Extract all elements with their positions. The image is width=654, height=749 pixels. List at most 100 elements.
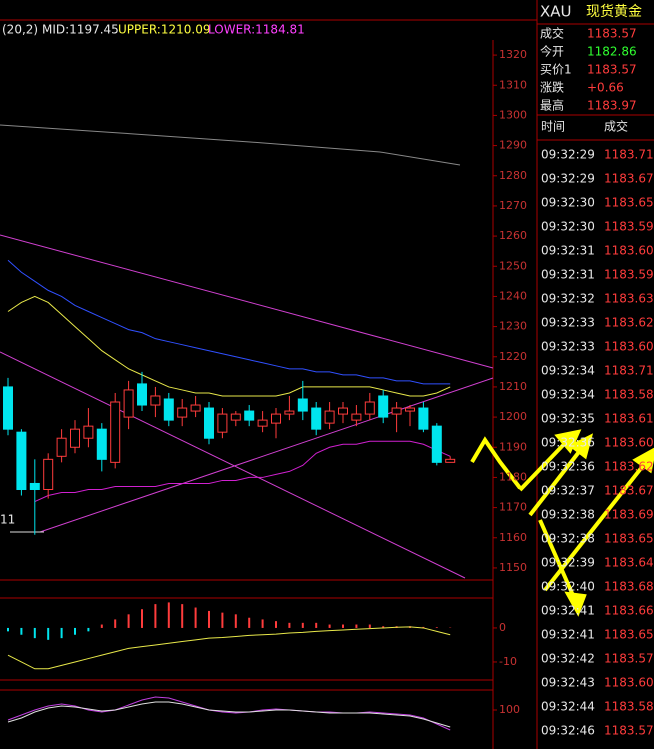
candle-body bbox=[244, 410, 255, 421]
trade-time: 09:32:32 bbox=[541, 292, 595, 306]
trade-time: 09:32:41 bbox=[541, 628, 595, 642]
candle-body bbox=[70, 428, 80, 448]
trade-time: 09:32:43 bbox=[541, 676, 595, 690]
trade-time: 09:32:38 bbox=[541, 508, 595, 522]
trade-time: 09:32:41 bbox=[541, 604, 595, 618]
y-tick-label: 1250 bbox=[499, 259, 527, 272]
trade-price: 1183.61 bbox=[604, 412, 654, 426]
candle-body bbox=[351, 413, 362, 421]
y-tick-label: 1280 bbox=[499, 169, 527, 182]
trade-time: 09:32:37 bbox=[541, 484, 595, 498]
macd-bar bbox=[234, 614, 237, 628]
macd-bar bbox=[288, 622, 291, 628]
trade-price: 1183.58 bbox=[604, 700, 654, 714]
candle-body bbox=[56, 437, 67, 457]
macd-bar bbox=[127, 614, 130, 628]
y-tick-label: 1170 bbox=[499, 501, 527, 514]
trade-time: 09:32:34 bbox=[541, 364, 595, 378]
y-tick-label: 1260 bbox=[499, 229, 527, 242]
macd-bar bbox=[74, 627, 76, 635]
y-tick-label: 1270 bbox=[499, 199, 527, 212]
macd-bar bbox=[248, 617, 251, 628]
trade-price: 1183.67 bbox=[604, 484, 654, 498]
candle-body bbox=[284, 410, 295, 415]
quote-label: 今开 bbox=[540, 44, 564, 59]
quote-label: 成交 bbox=[540, 26, 564, 41]
trade-time: 09:32:29 bbox=[541, 148, 595, 162]
y-tick-label: 1210 bbox=[499, 380, 527, 393]
trade-time: 09:32:35 bbox=[541, 412, 595, 426]
trade-time: 09:32:30 bbox=[541, 196, 595, 210]
trade-time: 09:32:33 bbox=[541, 340, 595, 354]
trade-price: 1183.65 bbox=[604, 628, 654, 642]
y-tick-label: 1290 bbox=[499, 139, 527, 152]
macd-bar bbox=[342, 624, 344, 628]
trade-time: 09:32:36 bbox=[541, 436, 595, 450]
trade-time: 09:32:34 bbox=[541, 388, 595, 402]
candle-body bbox=[311, 407, 322, 430]
macd-bar bbox=[301, 622, 304, 628]
trade-time: 09:32:30 bbox=[541, 220, 595, 234]
candle-body bbox=[83, 425, 94, 439]
y-tick-label: 1200 bbox=[499, 410, 527, 423]
indicator-line bbox=[34, 440, 451, 503]
trade-time: 09:32:42 bbox=[541, 652, 595, 666]
y-tick-label: 1320 bbox=[499, 48, 527, 61]
indicator-line bbox=[7, 701, 451, 728]
trade-time: 09:32:39 bbox=[541, 556, 595, 570]
indicator-upper: UPPER:1210.09 bbox=[118, 23, 210, 37]
macd-bar bbox=[20, 627, 23, 635]
trend-line bbox=[0, 351, 466, 579]
trade-time: 09:32:46 bbox=[541, 724, 595, 738]
indicator-line bbox=[7, 626, 451, 670]
trend-line bbox=[39, 377, 494, 533]
y-tick-label: 100 bbox=[499, 703, 520, 716]
candle-body bbox=[405, 407, 415, 412]
macd-bar bbox=[355, 624, 358, 628]
trade-price: 1183.57 bbox=[604, 652, 654, 666]
trade-price: 1183.65 bbox=[604, 532, 654, 546]
symbol-name: 现货黄金 bbox=[586, 3, 642, 20]
col-header: 成交 bbox=[604, 119, 628, 134]
trade-time: 09:32:38 bbox=[541, 532, 595, 546]
trade-time: 09:32:31 bbox=[541, 268, 595, 282]
candle-body bbox=[391, 407, 402, 415]
trade-time: 09:32:40 bbox=[541, 580, 595, 594]
quote-value: 1183.57 bbox=[587, 63, 637, 77]
macd-bar bbox=[141, 609, 143, 628]
candle-body bbox=[364, 401, 375, 415]
macd-bar bbox=[100, 624, 103, 628]
trade-price: 1183.64 bbox=[604, 556, 654, 570]
y-tick-label: 1310 bbox=[499, 78, 527, 91]
trade-price: 1183.65 bbox=[604, 196, 654, 210]
trade-time: 09:32:29 bbox=[541, 172, 595, 186]
y-tick-label: 1160 bbox=[499, 531, 527, 544]
trade-price: 1183.60 bbox=[604, 244, 654, 258]
candle-body bbox=[445, 458, 456, 463]
y-tick-label: -10 bbox=[499, 655, 517, 668]
symbol: XAU bbox=[540, 3, 572, 21]
candle-body bbox=[163, 398, 174, 421]
candle-body bbox=[230, 413, 241, 421]
macd-bar bbox=[194, 607, 197, 628]
candle-body bbox=[204, 407, 214, 439]
macd-bar bbox=[7, 627, 9, 632]
candle-body bbox=[110, 401, 121, 463]
candle-body bbox=[271, 413, 281, 424]
trade-price: 1183.59 bbox=[604, 220, 654, 234]
trade-price: 1183.57 bbox=[604, 724, 654, 738]
y-tick-label: 1190 bbox=[499, 440, 527, 453]
trade-price: 1183.63 bbox=[604, 292, 654, 306]
y-tick-label: 1220 bbox=[499, 350, 527, 363]
trade-time: 09:32:31 bbox=[541, 244, 595, 258]
y-tick-label: 1150 bbox=[499, 561, 527, 574]
y-tick-label: 1300 bbox=[499, 108, 527, 121]
macd-bar bbox=[47, 627, 50, 640]
candle-body bbox=[29, 482, 40, 490]
y-tick-label: 1230 bbox=[499, 320, 527, 333]
trade-price: 1183.66 bbox=[604, 604, 654, 618]
trade-price: 1183.67 bbox=[604, 172, 654, 186]
candle-body bbox=[150, 395, 161, 406]
candle-body bbox=[378, 395, 389, 418]
